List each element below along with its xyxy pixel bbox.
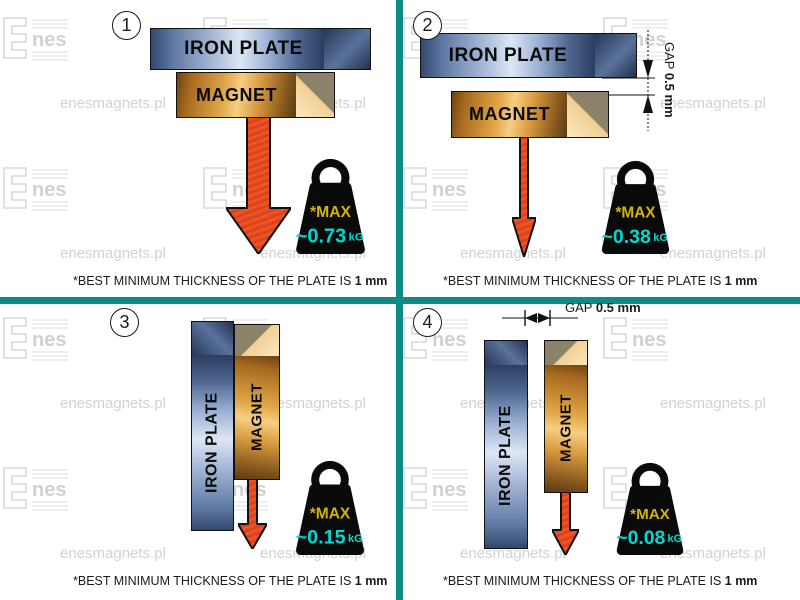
svg-text:*MAX: *MAX xyxy=(310,505,351,522)
svg-text:kG: kG xyxy=(653,232,668,244)
svg-text:~0.73: ~0.73 xyxy=(296,226,347,248)
svg-text:*MAX: *MAX xyxy=(310,204,352,221)
svg-text:~0.15: ~0.15 xyxy=(296,527,346,549)
svg-text:~0.38: ~0.38 xyxy=(601,226,651,248)
svg-text:*MAX: *MAX xyxy=(630,506,670,523)
svg-text:kG: kG xyxy=(348,533,363,545)
svg-text:kG: kG xyxy=(349,232,364,244)
svg-text:*MAX: *MAX xyxy=(615,205,656,222)
svg-text:kG: kG xyxy=(668,533,683,545)
svg-text:~0.08: ~0.08 xyxy=(616,527,665,549)
